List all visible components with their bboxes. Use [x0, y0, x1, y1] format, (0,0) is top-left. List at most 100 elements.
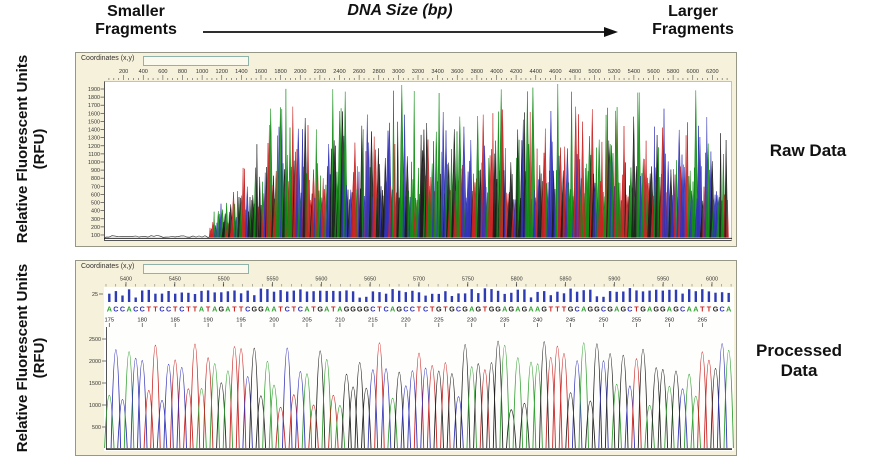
base-letter: G [350, 305, 356, 314]
base-letter: A [687, 305, 692, 314]
base-position-label: 195 [236, 318, 246, 324]
right-arrow-icon [203, 27, 618, 37]
raw-y-tick-label: 1500 [88, 119, 100, 125]
base-letter: T [186, 305, 191, 314]
base-letter: A [212, 305, 217, 314]
base-letter: G [344, 305, 350, 314]
scan-tick-label: 5600 [315, 277, 327, 283]
raw-y-tick-label: 100 [91, 233, 100, 239]
base-letter: C [140, 305, 145, 314]
base-position-label: 175 [104, 318, 114, 324]
raw-x-tick-label: 2200 [314, 69, 326, 75]
base-letter: T [634, 305, 639, 314]
base-position-label: 260 [665, 318, 675, 324]
base-letter: G [476, 305, 482, 314]
base-letter: T [292, 305, 297, 314]
processed-y-tick-label: 1500 [89, 381, 101, 387]
processed-coordinates-row: Coordinates (x,y) [81, 263, 249, 274]
rfu-axis-label-processed: Relative Fluorescent Units (RFU) [13, 263, 48, 453]
base-letter: C [423, 305, 428, 314]
raw-x-tick-label: 1800 [274, 69, 286, 75]
base-position-label: 180 [137, 318, 147, 324]
base-letter: G [252, 305, 258, 314]
processed-coordinates-input[interactable] [143, 264, 249, 274]
raw-data-panel: Coordinates (x,y) 200 400 600 800 1000 1200 14… [75, 52, 737, 247]
base-letter: T [153, 305, 158, 314]
base-letter: C [133, 305, 138, 314]
raw-y-tick-label: 200 [91, 225, 100, 231]
raw-x-tick-label: 1000 [196, 69, 208, 75]
base-letter: A [647, 305, 652, 314]
base-letter: G [396, 305, 402, 314]
scan-tick-label: 5850 [560, 277, 572, 283]
base-letter: T [206, 305, 211, 314]
base-position-label: 265 [698, 318, 708, 324]
raw-y-tick-label: 1000 [88, 160, 100, 166]
base-letter: T [707, 305, 712, 314]
base-position-label: 255 [632, 318, 642, 324]
base-letter: G [495, 305, 501, 314]
raw-x-tick-label: 5200 [608, 69, 620, 75]
scan-tick-label: 5500 [218, 277, 230, 283]
base-letter: T [417, 305, 422, 314]
base-position-label: 220 [401, 318, 411, 324]
processed-scan-ruler: 5400 5450 5500 5550 5600 5650 5700 5750 5800 5850… [105, 277, 732, 287]
base-letter: A [126, 305, 131, 314]
base-letter: T [239, 305, 244, 314]
base-letter: A [535, 305, 540, 314]
base-letter: G [640, 305, 646, 314]
raw-y-tick-label: 1400 [88, 128, 100, 134]
raw-x-tick-label: 2600 [353, 69, 365, 75]
base-position-label: 200 [269, 318, 279, 324]
raw-x-tick-label: 6000 [687, 69, 699, 75]
raw-x-tick-label: 3600 [451, 69, 463, 75]
base-position-label: 190 [203, 318, 213, 324]
base-position-label: 205 [302, 318, 312, 324]
raw-coordinates-input[interactable] [143, 56, 249, 66]
raw-x-tick-label: 3400 [431, 69, 443, 75]
base-letter: A [502, 305, 507, 314]
base-letter: T [549, 305, 554, 314]
larger-fragments-label: Larger Fragments [652, 3, 734, 39]
base-letter: A [271, 305, 276, 314]
raw-y-tick-label: 1900 [88, 87, 100, 93]
processed-y-tick-label: 2500 [89, 337, 101, 343]
base-letter: A [107, 305, 112, 314]
scan-tick-label: 5650 [364, 277, 376, 283]
base-letter: G [568, 305, 574, 314]
base-letter: T [562, 305, 567, 314]
base-letter: G [509, 305, 515, 314]
raw-x-tick-label: 400 [139, 69, 148, 75]
base-letter: C [298, 305, 303, 314]
base-letter: A [515, 305, 520, 314]
raw-x-tick-label: 4600 [549, 69, 561, 75]
base-letter: T [700, 305, 705, 314]
scan-tick-label: 5750 [462, 277, 474, 283]
raw-x-tick-label: 3800 [471, 69, 483, 75]
base-letter: G [219, 305, 225, 314]
raw-x-tick-label: 4800 [569, 69, 581, 75]
raw-y-tick-label: 900 [91, 168, 100, 174]
rfu-axis-label-raw: Relative Fluorescent Units (RFU) [13, 54, 48, 244]
base-letter: G [357, 305, 363, 314]
base-letter: T [377, 305, 382, 314]
base-letter: G [653, 305, 659, 314]
base-letter: A [337, 305, 342, 314]
base-letter: C [680, 305, 685, 314]
base-letter: A [390, 305, 395, 314]
base-letter: G [522, 305, 528, 314]
base-letter: T [443, 305, 448, 314]
base-letter: G [660, 305, 666, 314]
raw-x-tick-label: 3200 [412, 69, 424, 75]
raw-x-tick-label: 3000 [392, 69, 404, 75]
scan-tick-label: 5900 [608, 277, 620, 283]
base-letter: G [541, 305, 547, 314]
base-letter: C [383, 305, 388, 314]
base-letter: C [179, 305, 184, 314]
base-letter: G [436, 305, 442, 314]
smaller-fragments-label: Smaller Fragments [95, 3, 177, 39]
raw-x-tick-label: 5400 [628, 69, 640, 75]
base-position-label: 225 [434, 318, 444, 324]
